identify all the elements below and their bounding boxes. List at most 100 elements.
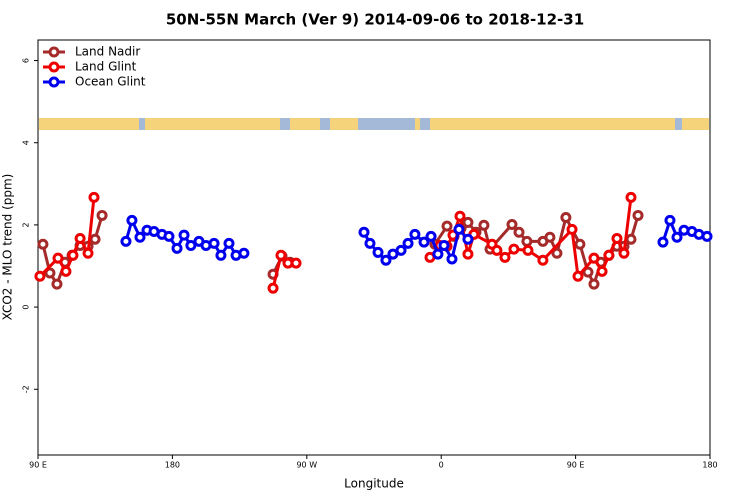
land-band: [682, 118, 709, 130]
land-band: [145, 118, 280, 130]
land-band: [330, 118, 358, 130]
data-point: [508, 243, 520, 255]
land-band: [39, 118, 139, 130]
y-tick-label: -2: [22, 385, 31, 393]
data-point: [290, 257, 302, 269]
x-axis-label: Longitude: [344, 477, 404, 491]
data-point: [438, 239, 450, 251]
x-tick-label: 90 E: [29, 461, 47, 470]
data-point: [409, 228, 421, 240]
x-tick-label: 90 E: [567, 461, 585, 470]
data-point: [380, 254, 392, 266]
data-point: [74, 232, 86, 244]
x-tick-label: 90 W: [296, 461, 317, 470]
data-point: [223, 237, 235, 249]
data-point: [618, 247, 630, 259]
x-tick-label: 0: [439, 461, 444, 470]
data-point: [454, 210, 466, 222]
data-point: [372, 246, 384, 258]
data-point: [625, 191, 637, 203]
data-point: [566, 223, 578, 235]
data-point: [537, 254, 549, 266]
data-point: [238, 247, 250, 259]
data-point: [126, 214, 138, 226]
data-point: [446, 253, 458, 265]
data-point: [215, 249, 227, 261]
legend-marker: [48, 76, 60, 88]
plot-frame: [37, 39, 711, 456]
data-point: [632, 209, 644, 221]
data-point: [462, 216, 474, 228]
data-point: [82, 247, 94, 259]
land-band: [415, 118, 420, 130]
data-point: [588, 278, 600, 290]
data-point: [478, 219, 490, 231]
data-point: [572, 270, 584, 282]
legend-marker: [48, 46, 60, 58]
data-point: [582, 266, 594, 278]
data-point: [462, 233, 474, 245]
data-point: [521, 235, 533, 247]
y-tick-label: 4: [22, 140, 31, 145]
data-point: [52, 252, 64, 264]
land-band: [430, 118, 675, 130]
legend-label: Ocean Glint: [75, 75, 146, 89]
legend-marker: [48, 61, 60, 73]
legend-label: Land Nadir: [75, 45, 140, 59]
y-tick-label: 2: [22, 222, 31, 227]
data-point: [134, 231, 146, 243]
y-tick-label: 0: [22, 305, 31, 310]
data-point: [657, 236, 669, 248]
data-point: [441, 220, 453, 232]
data-point: [664, 214, 676, 226]
data-point: [267, 282, 279, 294]
data-point: [603, 249, 615, 261]
data-point: [120, 235, 132, 247]
data-point: [178, 229, 190, 241]
legend-label: Land Glint: [75, 60, 137, 74]
data-point: [60, 265, 72, 277]
data-point: [574, 238, 586, 250]
data-point: [364, 237, 376, 249]
data-point: [625, 233, 637, 245]
land-ocean-strip: [39, 118, 709, 130]
data-point: [611, 232, 623, 244]
data-point: [544, 231, 556, 243]
data-point: [88, 191, 100, 203]
data-point: [67, 249, 79, 261]
data-point: [44, 267, 56, 279]
data-point: [671, 231, 683, 243]
data-point: [506, 218, 518, 230]
data-point: [701, 230, 713, 242]
data-point: [560, 212, 572, 224]
data-point: [462, 248, 474, 260]
land-band: [290, 118, 320, 130]
data-point: [513, 226, 525, 238]
x-tick-label: 180: [702, 461, 717, 470]
y-tick-label: 6: [22, 58, 31, 63]
y-axis-label: XCO2 - MLO trend (ppm): [1, 174, 15, 321]
data-point: [596, 265, 608, 277]
data-point: [96, 209, 108, 221]
data-point: [185, 239, 197, 251]
data-point: [395, 244, 407, 256]
data-point: [522, 244, 534, 256]
data-point: [208, 237, 220, 249]
data-point: [551, 247, 563, 259]
data-point: [358, 226, 370, 238]
data-point: [275, 249, 287, 261]
data-point: [89, 233, 101, 245]
x-tick-label: 180: [165, 461, 180, 470]
chart-title: 50N-55N March (Ver 9) 2014-09-06 to 2018…: [166, 11, 584, 29]
data-point: [418, 236, 430, 248]
data-point: [491, 244, 503, 256]
data-point: [499, 251, 511, 263]
data-point: [402, 237, 414, 249]
data-point: [34, 270, 46, 282]
data-point: [171, 242, 183, 254]
data-point: [588, 252, 600, 264]
data-point: [432, 248, 444, 260]
data-point: [51, 278, 63, 290]
data-point: [163, 230, 175, 242]
